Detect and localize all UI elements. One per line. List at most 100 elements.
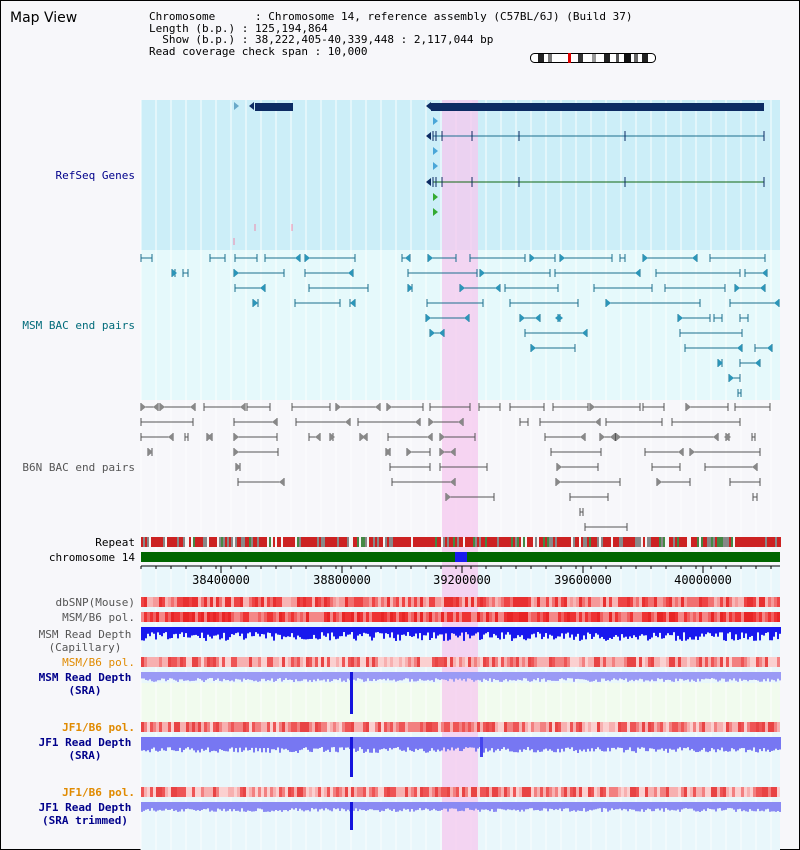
heat-cell xyxy=(177,612,180,622)
depth-bar xyxy=(455,737,457,749)
heat-cell xyxy=(642,722,645,732)
heat-cell xyxy=(747,722,750,732)
depth-bar xyxy=(191,802,193,810)
depth-bar xyxy=(463,627,465,641)
heat-cell xyxy=(531,597,534,607)
depth-bar xyxy=(259,627,261,637)
heat-cell xyxy=(552,722,555,732)
heat-cell xyxy=(369,612,372,622)
heat-cell xyxy=(471,657,474,667)
depth-bar xyxy=(431,672,433,681)
depth-bar xyxy=(435,627,437,639)
heat-cell xyxy=(657,722,660,732)
depth-bar xyxy=(773,802,775,812)
repeat-segment xyxy=(307,537,309,547)
repeat-segment xyxy=(179,537,181,547)
track-label-repeat[interactable]: Repeat xyxy=(95,536,135,549)
heat-cell xyxy=(774,612,777,622)
repeat-segment xyxy=(173,537,175,547)
track-label-dbsnp[interactable]: dbSNP(Mouse) xyxy=(55,596,135,609)
depth-bar xyxy=(399,802,401,811)
heat-cell xyxy=(528,722,531,732)
repeat-segment xyxy=(399,537,401,547)
depth-bar xyxy=(301,802,303,811)
gene-block[interactable] xyxy=(431,103,764,111)
depth-bar xyxy=(361,672,363,680)
repeat-track[interactable] xyxy=(141,537,781,547)
repeat-segment xyxy=(385,537,387,547)
depth-bar xyxy=(345,737,347,748)
depth-bar xyxy=(557,672,559,681)
depth-bar xyxy=(141,672,143,679)
heat-cell xyxy=(315,722,318,732)
track-label-chromosome[interactable]: chromosome 14 xyxy=(48,551,135,564)
depth-bar xyxy=(489,737,491,751)
depth-bar xyxy=(145,672,147,680)
refseq-genes[interactable] xyxy=(233,102,765,245)
depth-bar xyxy=(467,627,469,635)
heat-cell xyxy=(597,597,600,607)
heat-cell xyxy=(594,722,597,732)
depth-bar xyxy=(499,627,501,640)
track-label-msm-b6-pol[interactable]: MSM/B6 pol. xyxy=(62,611,135,624)
depth-bar xyxy=(659,802,661,811)
heat-cell xyxy=(531,722,534,732)
repeat-segment xyxy=(589,537,591,547)
track-label-jf1-read-depth-sra[interactable]: JF1 Read Depth (SRA) xyxy=(30,736,140,762)
depth-bar xyxy=(367,802,369,811)
heat-cell xyxy=(216,657,219,667)
heat-cell xyxy=(669,612,672,622)
repeat-segment xyxy=(421,537,423,547)
heat-cell xyxy=(282,612,285,622)
heat-cell xyxy=(747,612,750,622)
repeat-segment xyxy=(357,537,359,547)
track-label-refseq[interactable]: RefSeq Genes xyxy=(55,169,135,182)
depth-bar xyxy=(549,737,551,750)
repeat-segment xyxy=(219,537,221,547)
heat-cell xyxy=(480,597,483,607)
chromosome-ideogram[interactable] xyxy=(530,53,656,63)
msm-bac-pairs[interactable] xyxy=(140,254,780,397)
depth-bar xyxy=(181,627,183,633)
track-label-b6n-bac[interactable]: B6N BAC end pairs xyxy=(22,461,135,474)
depth-bar xyxy=(631,672,633,680)
heat-tracks[interactable] xyxy=(141,597,780,797)
repeat-segment xyxy=(509,537,511,547)
heat-cell xyxy=(216,787,219,797)
depth-bar xyxy=(359,627,361,635)
track-label-jf1-b6-pol[interactable]: JF1/B6 pol. xyxy=(62,721,135,734)
depth-bar xyxy=(313,737,315,749)
depth-bar xyxy=(711,672,713,679)
depth-bar xyxy=(651,802,653,812)
depth-bar xyxy=(727,737,729,752)
gene-block[interactable] xyxy=(255,103,293,111)
depth-bar xyxy=(589,802,591,810)
depth-bar xyxy=(387,627,389,635)
heat-cell xyxy=(162,597,165,607)
depth-bar xyxy=(297,737,299,753)
track-label-msm-read-depth-capillary[interactable]: MSM Read Depth (Capillary) xyxy=(30,628,140,654)
track-label-msm-bac[interactable]: MSM BAC end pairs xyxy=(22,319,135,332)
repeat-segment xyxy=(581,537,583,547)
repeat-segment xyxy=(769,537,771,547)
depth-bar xyxy=(321,737,323,748)
heat-cell xyxy=(552,612,555,622)
depth-tracks[interactable] xyxy=(141,627,781,830)
depth-bar xyxy=(147,802,149,810)
heat-cell xyxy=(576,597,579,607)
depth-bar xyxy=(707,672,709,679)
repeat-segment xyxy=(741,537,743,547)
depth-bar xyxy=(405,737,407,752)
depth-bar xyxy=(737,802,739,810)
track-label-msm-b6-pol-sra[interactable]: MSM/B6 pol. xyxy=(62,656,135,669)
depth-bar xyxy=(439,737,441,752)
depth-bar xyxy=(537,672,539,679)
depth-bar xyxy=(219,802,221,810)
depth-bar xyxy=(757,737,759,753)
track-label-jf1-read-depth-trimmed[interactable]: JF1 Read Depth (SRA trimmed) xyxy=(30,801,140,827)
heat-cell xyxy=(177,657,180,667)
track-label-jf1-b6-pol-2[interactable]: JF1/B6 pol. xyxy=(62,786,135,799)
b6n-bac-pairs[interactable] xyxy=(140,403,771,531)
track-label-msm-read-depth-sra[interactable]: MSM Read Depth (SRA) xyxy=(30,671,140,697)
